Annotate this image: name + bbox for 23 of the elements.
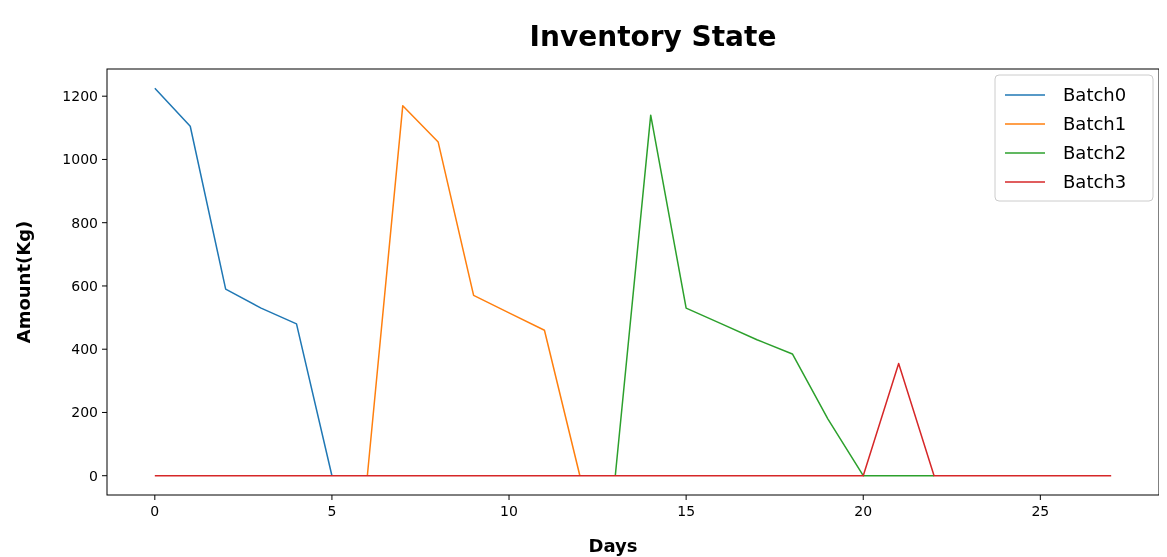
chart-title: Inventory State (529, 20, 777, 53)
x-tick-label: 15 (677, 503, 696, 519)
x-axis-title: Days (588, 535, 638, 556)
x-tick-label: 20 (854, 503, 873, 519)
legend-label: Batch0 (1063, 84, 1127, 106)
y-tick-label: 0 (89, 467, 98, 484)
x-tick-label: 5 (327, 503, 337, 519)
legend-label: Batch3 (1063, 171, 1127, 193)
x-tick-label: 25 (1031, 503, 1050, 519)
y-tick-label: 400 (71, 341, 98, 358)
line-series (614, 114, 935, 477)
y-tick-label: 200 (71, 404, 98, 421)
x-tick-label: 0 (150, 503, 160, 519)
legend-label: Batch2 (1063, 142, 1127, 164)
y-tick-label: 800 (71, 214, 98, 231)
line-series (366, 104, 581, 477)
y-tick-label: 1000 (62, 151, 98, 168)
line-series (154, 87, 333, 477)
legend-label: Batch1 (1063, 113, 1127, 135)
y-axis-title: Amount(Kg) (13, 220, 34, 344)
y-tick-label: 1200 (62, 88, 98, 105)
x-tick-label: 10 (500, 503, 518, 519)
y-tick-label: 600 (71, 277, 98, 294)
